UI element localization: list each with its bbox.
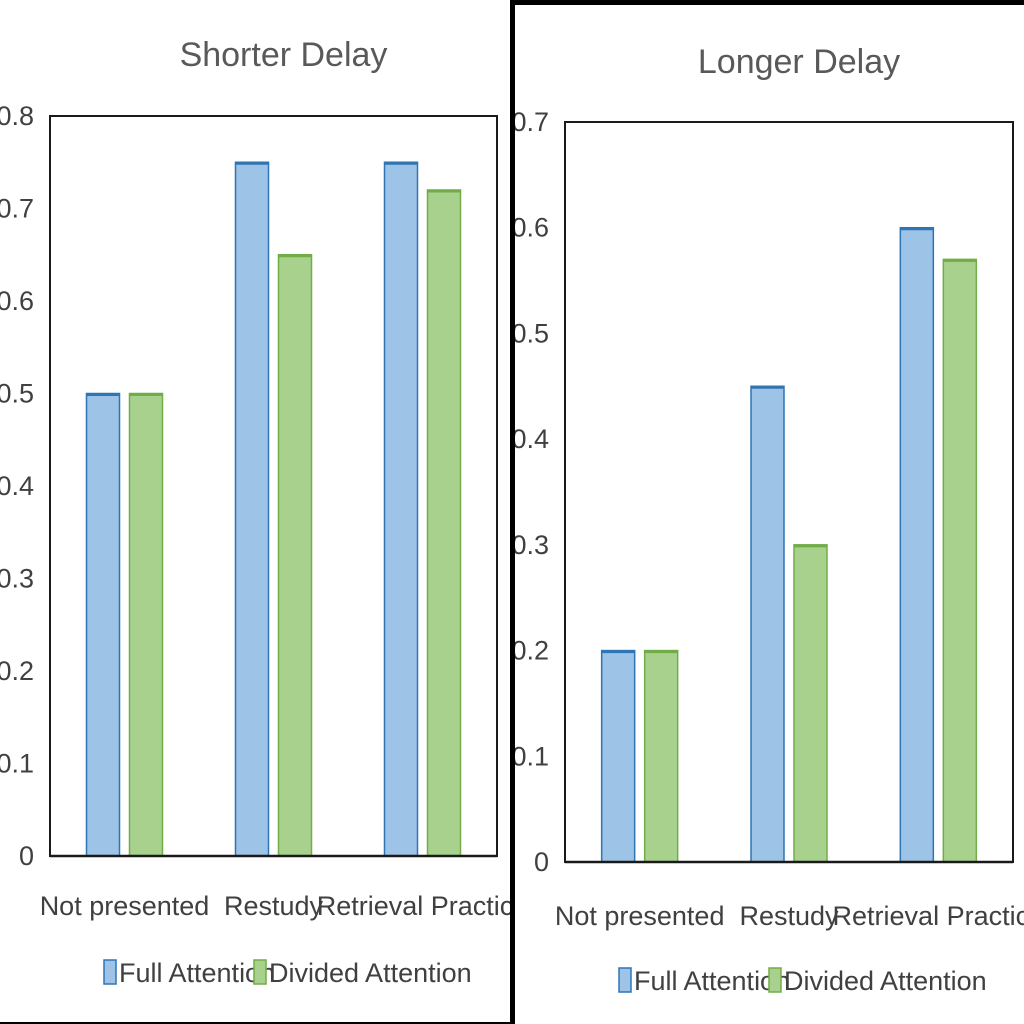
y-tick-label: 0.1 — [0, 749, 34, 779]
y-tick-label: 0 — [19, 841, 34, 871]
bar-full-attention — [85, 392, 121, 857]
x-category-label: Retrieval Practice — [833, 901, 1024, 931]
y-tick-label: 0.3 — [0, 564, 34, 594]
legend-label: Divided Attention — [784, 966, 987, 996]
y-tick-label: 0.8 — [0, 101, 34, 131]
bar-full-attention — [750, 385, 785, 863]
y-tick-label: 0.2 — [515, 636, 549, 666]
bar-divided-attention — [793, 544, 828, 863]
y-tick-label: 0.4 — [515, 424, 549, 454]
bar-full-attention — [383, 161, 419, 857]
bar-divided-attention — [128, 392, 164, 857]
x-category-label: Not presented — [40, 891, 210, 921]
legend-swatch-full-attention — [103, 959, 117, 985]
chart-title: Longer Delay — [698, 43, 900, 81]
bar-divided-attention — [426, 189, 462, 857]
bar-full-attention — [899, 226, 935, 863]
y-tick-label: 0 — [534, 847, 549, 877]
legend-swatch-divided-attention — [768, 967, 782, 993]
y-tick-label: 0.7 — [515, 107, 549, 137]
y-tick-label: 0.2 — [0, 656, 34, 686]
x-category-label: Restudy — [224, 891, 324, 921]
y-tick-label: 0.7 — [0, 194, 34, 224]
x-category-label: Restudy — [739, 901, 839, 931]
legend-swatch-divided-attention — [253, 959, 267, 985]
y-tick-label: 0.5 — [515, 318, 549, 348]
y-tick-label: 0.3 — [515, 530, 549, 560]
bar-chart-longer-delay: Longer Delay 0 0.1 0.2 0.3 0.4 0.5 0.6 0.7 Not pr… — [515, 43, 1024, 996]
bar-divided-attention — [942, 258, 978, 863]
bar-divided-attention — [643, 649, 679, 863]
legend-label: Full Attention — [119, 958, 275, 988]
bar-divided-attention — [277, 254, 313, 857]
chart-panel-shorter-delay: Shorter Delay 0 0.1 0.2 0.3 0.4 0.5 0.6 0.7 0.8 No… — [0, 0, 510, 1022]
x-category-label: Not presented — [555, 901, 725, 931]
legend-swatch-full-attention — [618, 967, 632, 993]
y-tick-label: 0.6 — [515, 213, 549, 243]
y-tick-label: 0.4 — [0, 471, 34, 501]
bar-full-attention — [234, 161, 270, 857]
chart-panel-longer-delay: Longer Delay 0 0.1 0.2 0.3 0.4 0.5 0.6 0.7 Not pr… — [515, 5, 1024, 1024]
x-category-label: Retrieval Practice — [317, 891, 510, 921]
bar-full-attention — [600, 649, 636, 863]
y-tick-label: 0.1 — [515, 741, 549, 771]
bar-chart-shorter-delay: Shorter Delay 0 0.1 0.2 0.3 0.4 0.5 0.6 0.7 0.8 No… — [0, 36, 510, 988]
y-tick-label: 0.6 — [0, 286, 34, 316]
y-tick-label: 0.5 — [0, 379, 34, 409]
chart-title: Shorter Delay — [180, 36, 388, 74]
legend-label: Divided Attention — [269, 958, 472, 988]
legend-label: Full Attention — [634, 966, 790, 996]
